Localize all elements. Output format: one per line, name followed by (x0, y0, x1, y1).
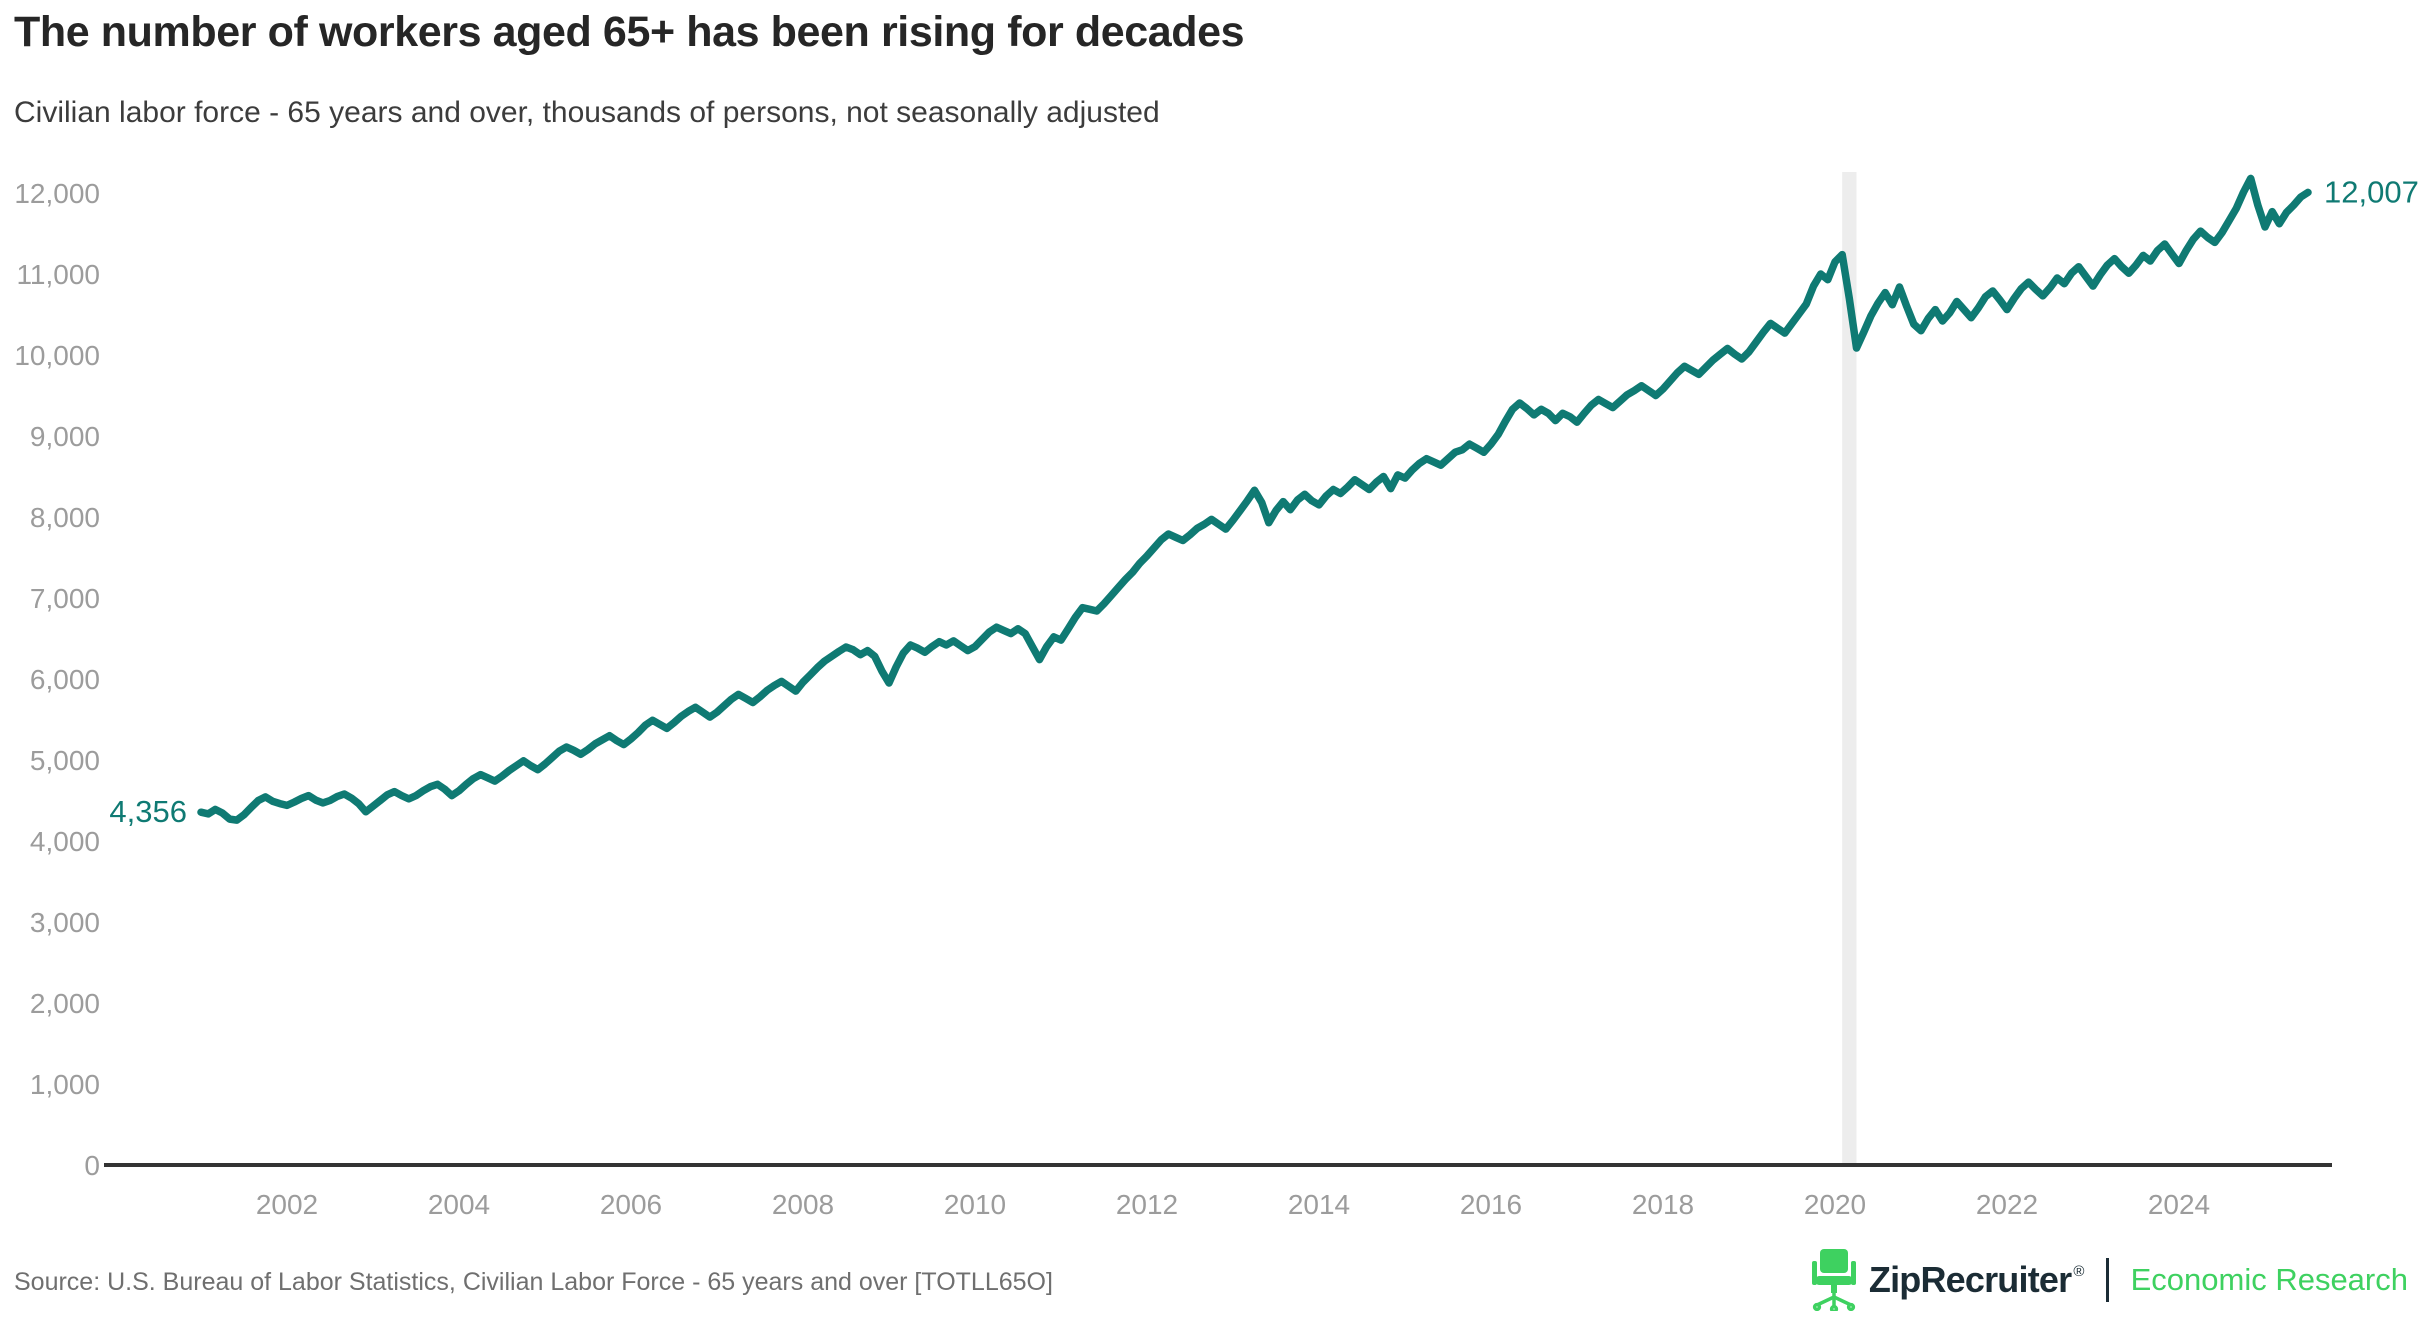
y-tick-label: 0 (84, 1150, 100, 1181)
labor-force-line (197, 174, 2312, 824)
registered-mark: ® (2073, 1263, 2084, 1280)
x-tick-label: 2022 (1976, 1189, 2038, 1220)
brand-divider (2105, 1258, 2109, 1302)
x-tick-label: 2008 (772, 1189, 834, 1220)
office-chair-icon (1811, 1249, 1856, 1311)
x-tick-label: 2018 (1632, 1189, 1694, 1220)
x-tick-label: 2016 (1460, 1189, 1522, 1220)
x-tick-label: 2006 (600, 1189, 662, 1220)
page-title: The number of workers aged 65+ has been … (14, 8, 1245, 56)
division-label: Economic Research (2130, 1262, 2408, 1297)
y-tick-label: 5,000 (30, 745, 100, 776)
y-tick-label: 4,000 (30, 826, 100, 857)
start-value-label: 4,356 (109, 794, 187, 829)
page-subtitle: Civilian labor force - 65 years and over… (14, 96, 1160, 129)
brand-wordmark: ZipRecruiter ® (1868, 1259, 2085, 1301)
x-tick-label: 2004 (428, 1189, 490, 1220)
y-tick-label: 10,000 (14, 340, 100, 371)
source-note: Source: U.S. Bureau of Labor Statistics,… (14, 1268, 1053, 1296)
x-tick-label: 2002 (256, 1189, 318, 1220)
brand-bar: ZipRecruiter ® Economic Research (1809, 1246, 2408, 1314)
brand-text: ZipRecruiter (1868, 1259, 2072, 1300)
y-tick-label: 8,000 (30, 502, 100, 533)
y-tick-label: 7,000 (30, 583, 100, 614)
end-value-label: 12,007 (2324, 174, 2419, 209)
y-tick-label: 1,000 (30, 1069, 100, 1100)
y-tick-label: 3,000 (30, 907, 100, 938)
y-tick-label: 12,000 (14, 178, 100, 209)
x-tick-label: 2014 (1288, 1189, 1350, 1220)
y-tick-label: 11,000 (16, 259, 100, 290)
x-tick-label: 2024 (2148, 1189, 2210, 1220)
x-tick-label: 2020 (1804, 1189, 1866, 1220)
x-tick-label: 2012 (1116, 1189, 1178, 1220)
y-tick-label: 2,000 (30, 988, 100, 1019)
y-tick-label: 6,000 (30, 664, 100, 695)
x-tick-label: 2010 (944, 1189, 1006, 1220)
recession-band (1842, 172, 1857, 1165)
y-tick-label: 9,000 (30, 421, 100, 452)
